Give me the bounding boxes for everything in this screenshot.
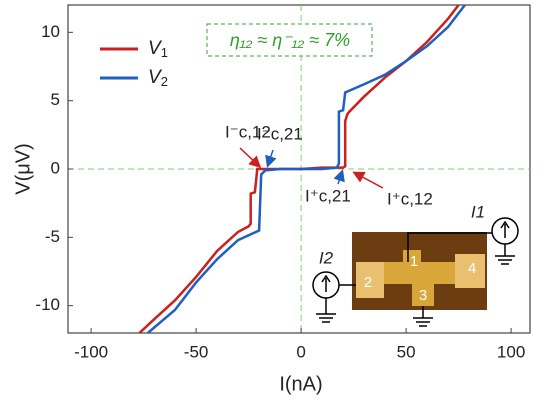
efficiency-label: η₁₂ ≈ η⁻₁₂ ≈ 7%	[230, 30, 350, 50]
x-tick-label: -100	[74, 342, 108, 361]
critical-current-label: I⁺c,21	[305, 186, 351, 205]
y-tick-label: -10	[35, 295, 60, 314]
critical-current-label: I⁻c,21	[257, 124, 303, 143]
y-tick-label: 5	[51, 90, 60, 109]
terminal-label: 3	[419, 287, 427, 304]
x-axis-label: I(nA)	[279, 373, 322, 395]
x-tick-label: 50	[397, 342, 416, 361]
chart: I(nA) V(μV) η₁₂ ≈ η⁻₁₂ ≈ 7% I⁻c,12 I⁻c,2…	[0, 0, 548, 410]
x-tick-label: -50	[184, 342, 209, 361]
y-tick-label: 10	[41, 22, 60, 41]
arrow	[268, 150, 273, 165]
legend-label: V1	[148, 38, 168, 60]
critical-current-label: I⁺c,12	[387, 189, 433, 208]
arrow	[338, 172, 342, 184]
x-tick-label: 0	[296, 342, 305, 361]
y-axis-label: V(μV)	[12, 143, 34, 195]
arrow	[355, 173, 383, 188]
source-label: I1	[471, 202, 485, 221]
legend-label: V2	[148, 67, 168, 89]
source-label: I2	[319, 248, 334, 267]
terminal-label: 1	[410, 253, 418, 270]
terminal-label: 4	[468, 260, 476, 277]
y-tick-label: 0	[51, 158, 60, 177]
x-tick-label: 100	[497, 342, 525, 361]
inset-device	[313, 218, 518, 326]
y-tick-label: -5	[45, 227, 60, 246]
arrow	[240, 148, 259, 166]
terminal-label: 2	[364, 274, 372, 291]
